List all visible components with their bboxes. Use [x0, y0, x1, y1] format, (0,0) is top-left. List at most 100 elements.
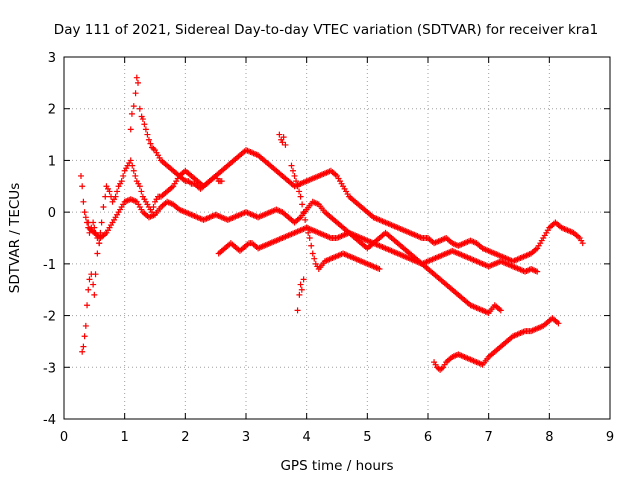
y-tick-label: 1 [48, 154, 56, 169]
data-point [84, 302, 91, 309]
data-point [114, 188, 121, 195]
data-point [96, 240, 103, 247]
data-point [218, 178, 225, 185]
y-tick-label: -1 [43, 258, 56, 273]
data-point [300, 276, 307, 283]
data-point [139, 116, 146, 123]
data-point [308, 242, 315, 249]
data-point [94, 250, 101, 257]
data-point [309, 250, 316, 257]
data-point [305, 229, 312, 236]
data-point [288, 162, 295, 169]
y-tick-label: 3 [48, 51, 56, 66]
data-point [130, 167, 137, 174]
data-point [80, 198, 87, 205]
data-point [302, 216, 309, 223]
x-axis-label: GPS time / hours [280, 458, 393, 474]
data-point [129, 162, 136, 169]
data-point [299, 201, 306, 208]
data-point [100, 203, 107, 210]
y-tick-label: 2 [48, 103, 56, 118]
data-point [280, 134, 287, 141]
data-point [306, 235, 313, 241]
x-tick-label: 2 [181, 430, 189, 445]
y-axis-label: SDTVAR / TECUs [7, 183, 23, 293]
data-point [118, 178, 125, 185]
data-point [97, 229, 104, 236]
data-point [282, 141, 289, 148]
plot-frame [63, 56, 611, 420]
data-point [294, 307, 301, 314]
data-point [293, 178, 300, 185]
x-tick-label: 3 [242, 430, 250, 445]
data-point [132, 172, 139, 179]
data-point [82, 214, 89, 221]
data-point [497, 307, 504, 314]
data-point [133, 74, 140, 81]
axis-ticks: 0 1 2 3 4 5 6 7 8 9 -4 -3 -2 -1 0 1 2 3 [43, 51, 614, 445]
data-point [136, 183, 143, 190]
data-point [92, 271, 99, 278]
data-point [294, 183, 301, 190]
data-point [81, 333, 88, 340]
x-tick-label: 0 [60, 430, 68, 445]
x-tick-label: 9 [606, 430, 614, 445]
data-point [90, 219, 97, 226]
data-points [77, 74, 586, 373]
data-point [82, 322, 89, 329]
y-tick-label: -2 [43, 310, 56, 325]
x-tick-label: 5 [363, 430, 371, 445]
data-point [298, 286, 305, 293]
data-point [80, 343, 87, 350]
data-point [79, 183, 86, 190]
data-point [290, 167, 297, 174]
data-point [91, 224, 98, 231]
data-point [311, 255, 318, 262]
data-point [127, 126, 134, 133]
data-point [376, 266, 383, 273]
x-tick-label: 6 [424, 430, 432, 445]
data-point [102, 193, 109, 200]
data-point [85, 286, 92, 293]
data-point [79, 348, 86, 355]
data-point [296, 188, 303, 195]
x-tick-label: 1 [121, 430, 129, 445]
data-point [297, 193, 304, 200]
data-point [279, 139, 286, 146]
data-point [77, 172, 84, 179]
data-point [138, 188, 145, 195]
data-point [145, 136, 152, 143]
data-point [534, 268, 541, 275]
data-point [81, 209, 88, 216]
data-point [132, 90, 139, 97]
data-point [90, 281, 97, 288]
data-point [135, 79, 142, 86]
data-point [112, 193, 119, 200]
data-point [98, 219, 105, 226]
data-point [86, 276, 93, 283]
data-point [106, 188, 113, 195]
data-point [127, 157, 134, 164]
data-point [91, 291, 98, 298]
data-point [144, 131, 151, 138]
y-tick-label: -3 [43, 361, 56, 376]
x-tick-label: 8 [545, 430, 553, 445]
y-tick-label: -4 [43, 413, 56, 428]
data-point [276, 131, 283, 138]
data-point [150, 203, 157, 210]
x-tick-label: 4 [303, 430, 311, 445]
data-point [296, 291, 303, 298]
x-tick-label: 7 [485, 430, 493, 445]
chart-title: Day 111 of 2021, Sidereal Day-to-day VTE… [54, 22, 598, 38]
data-point [141, 121, 148, 128]
y-tick-label: 0 [48, 206, 56, 221]
data-point [136, 105, 143, 112]
data-point [128, 110, 135, 117]
data-point [300, 209, 307, 216]
data-point [147, 140, 154, 147]
data-point [303, 224, 310, 231]
data-point [555, 320, 562, 327]
data-point [130, 103, 137, 110]
data-point [120, 172, 127, 179]
